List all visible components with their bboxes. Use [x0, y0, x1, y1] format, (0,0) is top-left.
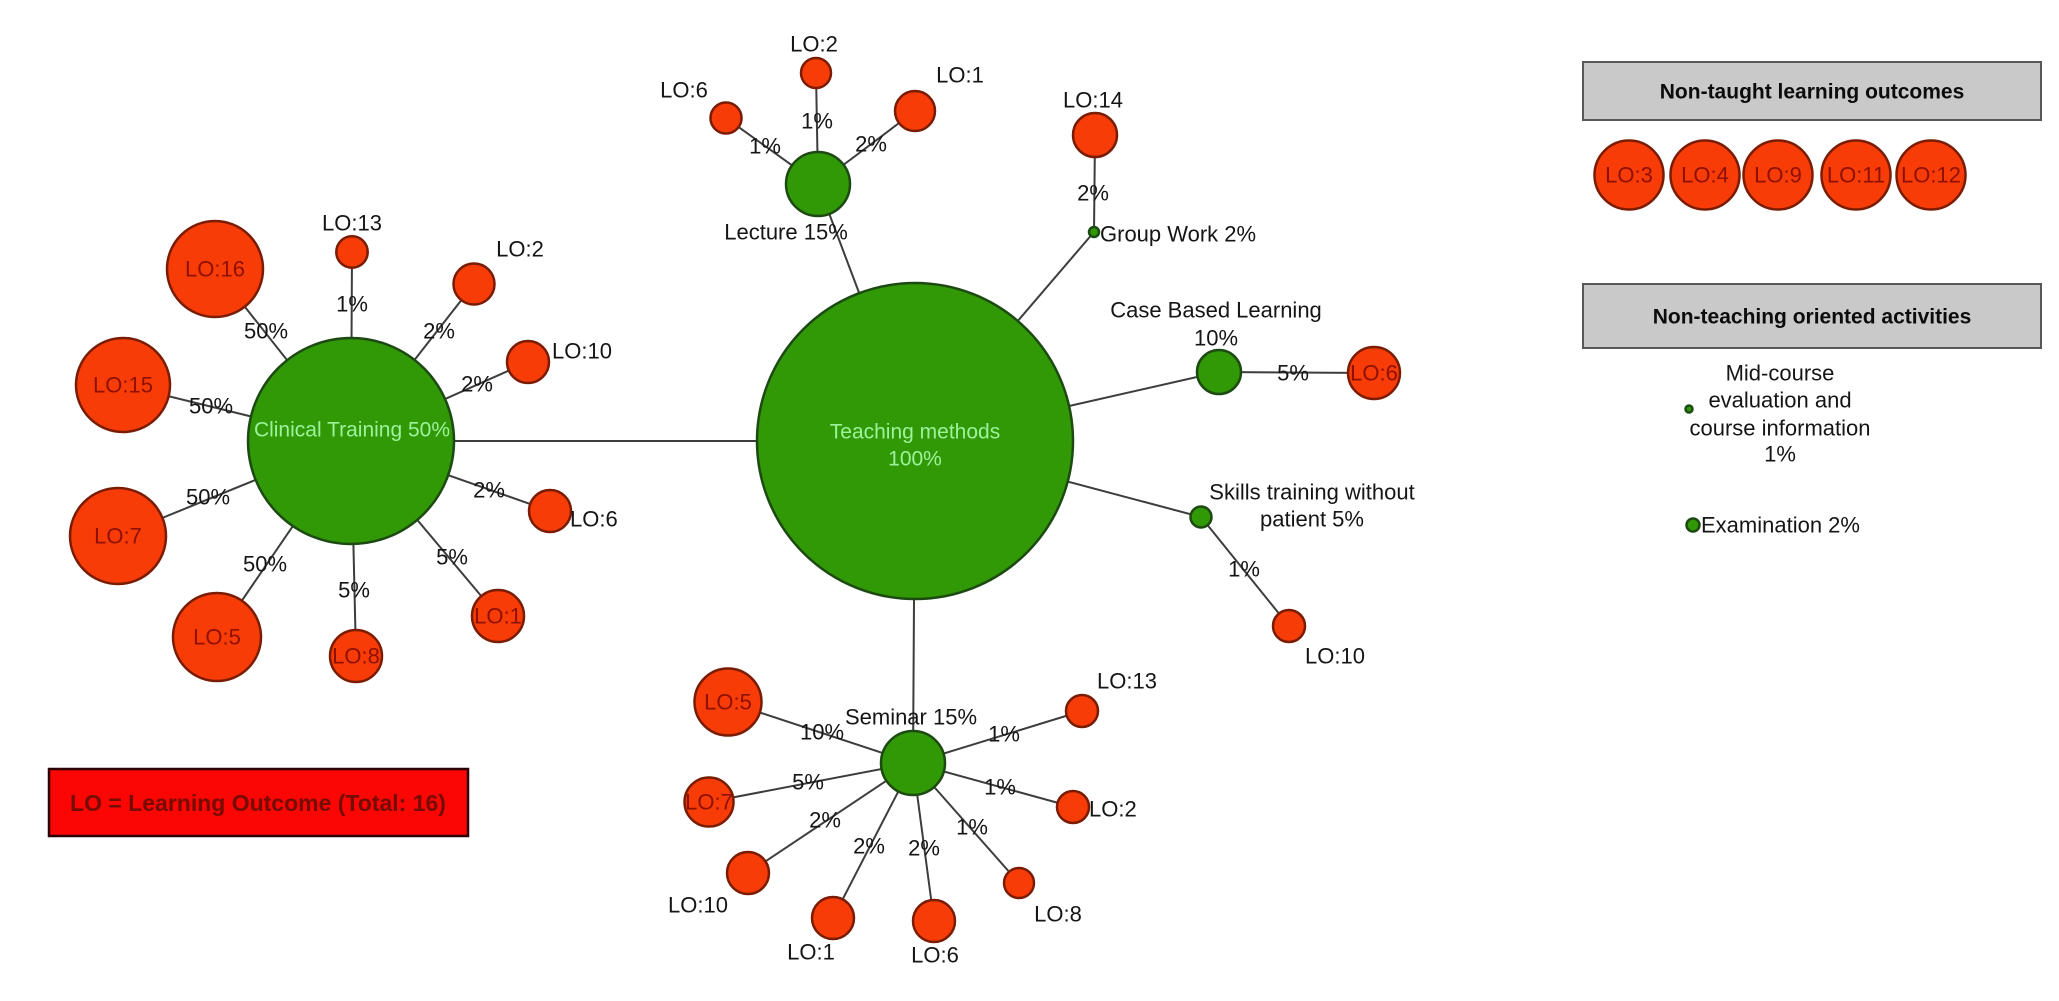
- svg-text:LO:6: LO:6: [1350, 361, 1398, 386]
- svg-text:5%: 5%: [436, 545, 468, 570]
- svg-text:2%: 2%: [461, 372, 493, 397]
- svg-text:2%: 2%: [908, 836, 940, 861]
- svg-text:1%: 1%: [956, 815, 988, 840]
- svg-text:LO:7: LO:7: [94, 524, 142, 549]
- svg-text:2%: 2%: [1077, 181, 1109, 206]
- svg-text:LO:5: LO:5: [193, 625, 241, 650]
- svg-text:LO:5: LO:5: [704, 690, 752, 715]
- svg-text:LO:1: LO:1: [787, 940, 835, 965]
- svg-text:2%: 2%: [473, 478, 505, 503]
- svg-text:1%: 1%: [988, 722, 1020, 747]
- svg-text:patient 5%: patient 5%: [1260, 507, 1364, 532]
- svg-text:50%: 50%: [243, 552, 287, 577]
- svg-text:LO:12: LO:12: [1901, 163, 1961, 188]
- svg-text:LO:10: LO:10: [1305, 644, 1365, 669]
- svg-text:1%: 1%: [336, 292, 368, 317]
- svg-text:1%: 1%: [984, 775, 1016, 800]
- svg-text:LO:2: LO:2: [1089, 797, 1137, 822]
- svg-text:LO:15: LO:15: [93, 373, 153, 398]
- svg-text:LO:2: LO:2: [496, 237, 544, 262]
- svg-text:LO:14: LO:14: [1063, 88, 1123, 113]
- svg-text:5%: 5%: [338, 578, 370, 603]
- svg-text:LO:13: LO:13: [322, 211, 382, 236]
- svg-text:LO:3: LO:3: [1605, 163, 1653, 188]
- svg-text:50%: 50%: [244, 319, 288, 344]
- svg-text:LO:6: LO:6: [911, 943, 959, 968]
- svg-text:Skills training without: Skills training without: [1209, 480, 1414, 505]
- svg-text:2%: 2%: [855, 132, 887, 157]
- svg-text:1%: 1%: [749, 134, 781, 159]
- svg-text:1%: 1%: [1228, 557, 1260, 582]
- svg-text:LO:8: LO:8: [1034, 902, 1082, 927]
- svg-text:LO:9: LO:9: [1754, 163, 1802, 188]
- svg-text:evaluation and: evaluation and: [1708, 388, 1851, 413]
- svg-text:1%: 1%: [1764, 442, 1796, 467]
- svg-text:LO = Learning Outcome (Total:: LO = Learning Outcome (Total: 16): [70, 790, 446, 816]
- svg-text:LO:7: LO:7: [685, 790, 733, 815]
- svg-text:50%: 50%: [186, 485, 230, 510]
- svg-text:Clinical Training 50%: Clinical Training 50%: [254, 419, 450, 442]
- svg-text:2%: 2%: [809, 808, 841, 833]
- svg-text:course information: course information: [1690, 416, 1871, 441]
- svg-text:5%: 5%: [1277, 361, 1309, 386]
- svg-text:Examination 2%: Examination 2%: [1701, 513, 1860, 538]
- svg-text:LO:4: LO:4: [1681, 163, 1729, 188]
- svg-text:2%: 2%: [423, 319, 455, 344]
- svg-text:Non-teaching oriented activiti: Non-teaching oriented activities: [1653, 306, 1972, 329]
- svg-text:LO:6: LO:6: [570, 507, 618, 532]
- svg-text:10%: 10%: [800, 720, 844, 745]
- svg-text:LO:2: LO:2: [790, 32, 838, 57]
- svg-text:Non-taught learning outcomes: Non-taught learning outcomes: [1660, 81, 1965, 104]
- svg-text:1%: 1%: [801, 109, 833, 134]
- svg-text:LO:10: LO:10: [552, 339, 612, 364]
- svg-text:LO:1: LO:1: [936, 63, 984, 88]
- svg-text:LO:16: LO:16: [185, 257, 245, 282]
- svg-text:LO:11: LO:11: [1827, 163, 1885, 188]
- svg-text:10%: 10%: [1194, 326, 1238, 351]
- svg-text:LO:6: LO:6: [660, 78, 708, 103]
- svg-text:LO:10: LO:10: [668, 893, 728, 918]
- svg-text:100%: 100%: [888, 448, 942, 471]
- svg-text:Mid-course: Mid-course: [1726, 361, 1835, 386]
- svg-text:LO:1: LO:1: [474, 604, 522, 629]
- svg-text:Lecture 15%: Lecture 15%: [724, 220, 848, 245]
- svg-text:50%: 50%: [189, 394, 233, 419]
- svg-text:Case Based Learning: Case Based Learning: [1110, 298, 1322, 323]
- svg-text:Seminar 15%: Seminar 15%: [845, 705, 977, 730]
- svg-text:Group Work 2%: Group Work 2%: [1100, 222, 1256, 247]
- svg-text:LO:8: LO:8: [332, 644, 380, 669]
- svg-text:2%: 2%: [853, 834, 885, 859]
- svg-text:Teaching methods: Teaching methods: [830, 421, 1000, 444]
- svg-text:5%: 5%: [792, 770, 824, 795]
- svg-text:LO:13: LO:13: [1097, 669, 1157, 694]
